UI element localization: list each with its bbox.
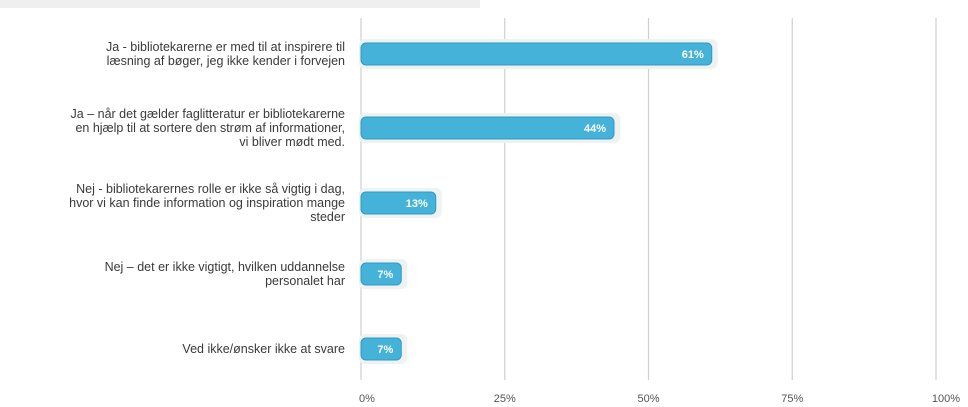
data-label: 61% <box>682 49 704 61</box>
bar <box>360 262 402 286</box>
category-label-line: Ja - bibliotekarerne er med til at inspi… <box>106 40 345 54</box>
data-label: 7% <box>377 269 393 281</box>
category-label: Nej – det er ikke vigtigt, hvilken uddan… <box>105 260 345 288</box>
bar <box>360 42 713 66</box>
cropped-title-strip <box>0 0 480 8</box>
x-tick-label: 100% <box>932 393 960 405</box>
category-label-line: Ved ikke/ønsker ikke at svare <box>182 342 345 356</box>
cropped-title-area <box>0 0 480 8</box>
category-label-line: en hjælp til at sortere den strøm af inf… <box>75 121 345 135</box>
x-tick-label: 50% <box>637 393 659 405</box>
category-label-line: vi bliver mødt med. <box>239 135 345 149</box>
bar <box>360 191 437 215</box>
category-label-line: Nej – det er ikke vigtigt, hvilken uddan… <box>105 260 345 274</box>
category-label: Ved ikke/ønsker ikke at svare <box>182 342 345 356</box>
x-tick-label: 25% <box>494 393 516 405</box>
x-tick-label: 0% <box>359 393 375 405</box>
category-label: Ja - bibliotekarerne er med til at inspi… <box>106 40 345 68</box>
gridlines <box>360 18 937 380</box>
bar <box>360 337 402 361</box>
x-axis-ticks: 0% 25% 50% 75% 100% <box>359 393 960 405</box>
category-label-line: Ja – når det gælder faglitteratur er bib… <box>71 107 346 121</box>
category-label: Nej - bibliotekarernes rolle er ikke så … <box>69 182 345 224</box>
category-label-line: Nej - bibliotekarernes rolle er ikke så … <box>76 182 345 196</box>
data-label: 13% <box>406 198 428 210</box>
category-label-line: hvor vi kan finde information og inspira… <box>69 196 345 210</box>
category-label-line: steder <box>310 210 345 224</box>
data-label: 7% <box>377 344 393 356</box>
category-label: Ja – når det gælder faglitteratur er bib… <box>71 107 346 149</box>
category-labels: Ja - bibliotekarerne er med til at inspi… <box>69 40 345 356</box>
category-label-line: personalet har <box>265 274 345 288</box>
bar <box>360 116 615 140</box>
x-tick-label: 75% <box>781 393 803 405</box>
bars: 61% 44% 13% 7% 7% <box>359 39 718 364</box>
data-label: 44% <box>584 123 606 135</box>
category-label-line: læsning af bøger, jeg ikke kender i forv… <box>107 54 345 68</box>
